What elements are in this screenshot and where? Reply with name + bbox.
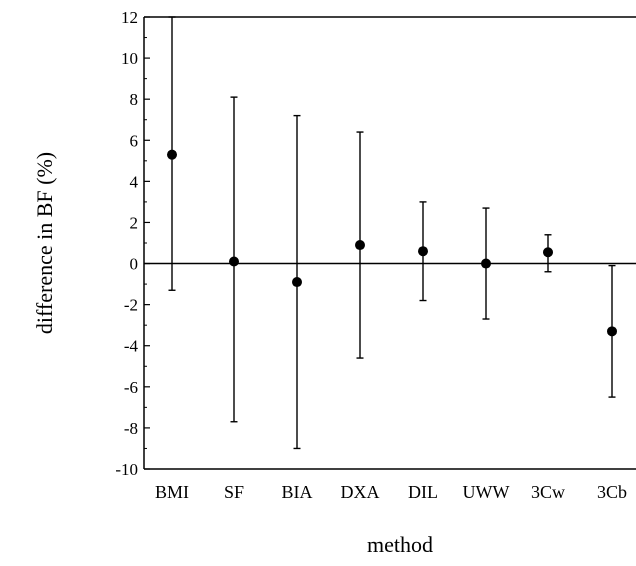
y-tick-label: 6 — [130, 131, 139, 150]
y-tick-label: -8 — [124, 419, 138, 438]
y-tick-label: -4 — [124, 337, 139, 356]
y-tick-label: -10 — [115, 460, 138, 479]
data-point — [418, 246, 428, 257]
data-point — [355, 240, 365, 251]
error-bar-bia — [292, 114, 302, 450]
y-tick-label: 12 — [121, 8, 138, 27]
x-tick-label: 3Cw — [531, 482, 565, 502]
x-tick-label: BMI — [155, 482, 189, 502]
data-point — [607, 326, 617, 337]
x-ticks: BMI SF BIA DXA DIL UWW 3Cw 3Cb — [155, 482, 627, 502]
y-ticks: -10 -8 -6 -4 -2 0 2 4 6 8 10 12 — [115, 8, 150, 479]
x-tick-label: SF — [224, 482, 244, 502]
x-tick-label: DXA — [341, 482, 380, 502]
error-bar-uww — [481, 207, 491, 320]
x-tick-label: 3Cb — [597, 482, 627, 502]
error-bar-3cw — [543, 234, 553, 273]
x-axis-title: method — [367, 532, 433, 557]
data-point — [167, 149, 177, 160]
y-tick-label: -2 — [124, 296, 138, 315]
marks — [167, 16, 617, 450]
y-tick-label: 4 — [130, 172, 139, 191]
y-axis-title: difference in BF (%) — [32, 152, 57, 334]
data-point — [229, 256, 239, 267]
y-tick-label: 0 — [130, 255, 139, 274]
y-tick-label: 2 — [130, 213, 139, 232]
error-bar-dil — [418, 201, 428, 302]
error-bar-sf — [229, 96, 239, 423]
error-bar-3cb — [607, 264, 617, 398]
data-point — [481, 258, 491, 269]
y-tick-label: 8 — [130, 90, 139, 109]
data-point — [292, 277, 302, 288]
error-bar-bmi — [167, 16, 177, 291]
x-tick-label: UWW — [463, 482, 510, 502]
error-bar-dxa — [355, 131, 365, 359]
y-tick-label: 10 — [121, 49, 138, 68]
x-tick-label: DIL — [408, 482, 438, 502]
y-tick-label: -6 — [124, 378, 138, 397]
x-tick-label: BIA — [282, 482, 313, 502]
data-point — [543, 247, 553, 258]
